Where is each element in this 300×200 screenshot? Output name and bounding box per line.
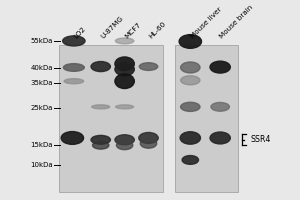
Ellipse shape	[181, 102, 200, 111]
Text: 35kDa: 35kDa	[31, 80, 53, 86]
Ellipse shape	[115, 74, 134, 89]
Ellipse shape	[115, 63, 134, 76]
Ellipse shape	[210, 132, 230, 144]
Text: Mouse brain: Mouse brain	[219, 4, 254, 40]
Ellipse shape	[140, 139, 157, 148]
Ellipse shape	[139, 132, 158, 143]
Text: 15kDa: 15kDa	[31, 142, 53, 148]
Ellipse shape	[91, 62, 110, 72]
Ellipse shape	[116, 105, 134, 109]
Text: U-87MG: U-87MG	[100, 15, 124, 40]
Text: Mouse liver: Mouse liver	[189, 6, 223, 40]
Ellipse shape	[64, 79, 84, 84]
Ellipse shape	[181, 76, 200, 85]
Text: LO2: LO2	[73, 26, 87, 40]
Ellipse shape	[116, 38, 134, 44]
Ellipse shape	[61, 132, 84, 144]
Ellipse shape	[115, 57, 134, 71]
Ellipse shape	[63, 36, 85, 46]
Ellipse shape	[63, 64, 84, 71]
Ellipse shape	[139, 63, 158, 70]
Text: 55kDa: 55kDa	[31, 38, 53, 44]
Text: SSR4: SSR4	[250, 135, 270, 144]
Text: 25kDa: 25kDa	[31, 105, 53, 111]
Ellipse shape	[211, 102, 230, 111]
Ellipse shape	[116, 141, 133, 150]
FancyBboxPatch shape	[176, 45, 238, 192]
Ellipse shape	[179, 35, 202, 48]
Ellipse shape	[115, 135, 134, 145]
Ellipse shape	[182, 156, 199, 164]
Ellipse shape	[180, 132, 200, 144]
Ellipse shape	[210, 61, 230, 73]
Ellipse shape	[92, 141, 109, 149]
Text: MCF7: MCF7	[123, 22, 142, 40]
FancyBboxPatch shape	[59, 45, 164, 192]
Ellipse shape	[181, 62, 200, 73]
Ellipse shape	[91, 135, 110, 144]
Text: HL-60: HL-60	[147, 21, 167, 40]
Ellipse shape	[92, 105, 110, 109]
Text: 10kDa: 10kDa	[30, 162, 53, 168]
Text: 40kDa: 40kDa	[31, 65, 53, 71]
